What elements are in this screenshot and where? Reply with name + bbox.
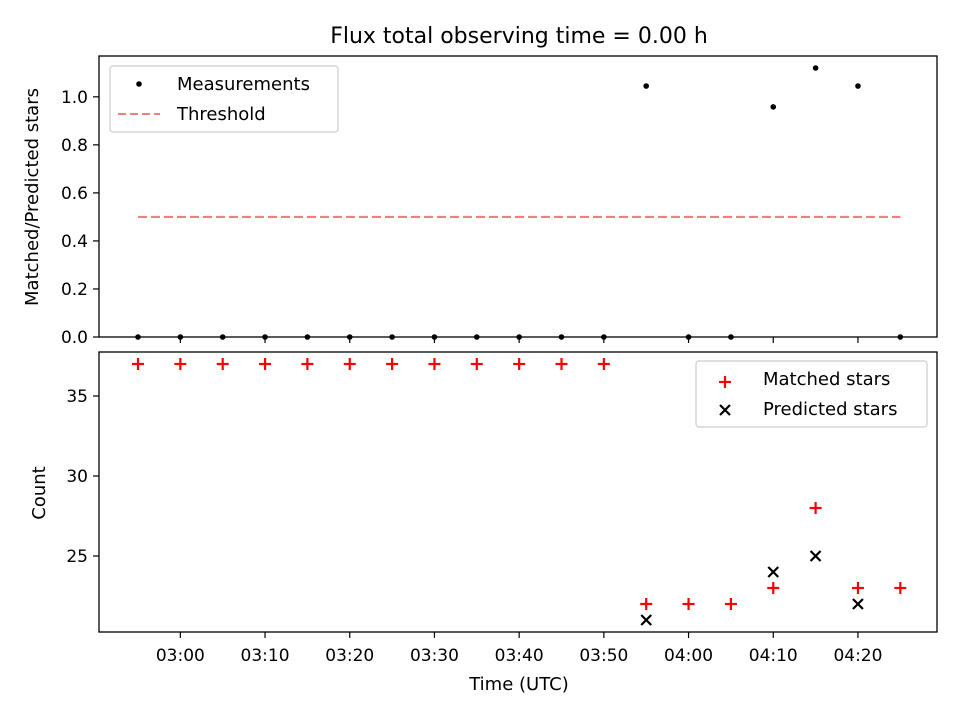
bottom-plot-area: 25 30 35 03:00 03:10 03:20 03:30 03:40 03:50 04:0… [66,358,907,666]
top-legend: Measurements Threshold [109,65,339,133]
measurement-point [770,104,777,110]
bottom-legend: Matched stars Predicted stars [695,360,928,428]
matched-star-point [470,358,483,370]
top-y-axis-label: Matched/Predicted stars [22,88,43,306]
predicted-star-point [809,550,822,562]
matched-star-point [513,358,526,370]
matched-star-point [724,598,737,610]
matched-star-point [555,358,568,370]
bottom-y-tick-label: 35 [66,387,88,407]
predicted-star-point [852,598,864,610]
bottom-y-axis-label: Count [29,466,50,519]
top-y-tick-label: 1.0 [61,88,88,108]
bottom-x-tick-label: 04:10 [749,646,798,666]
bottom-x-tick-label: 03:40 [495,646,544,666]
bottom-x-tick-label: 03:00 [156,646,205,666]
legend-label-measurements: Measurements [177,74,310,95]
matched-star-point [597,358,610,370]
matched-star-point [640,598,653,610]
bottom-y-tick-label: 30 [66,467,88,487]
matched-star-point [174,358,187,370]
legend-label-matched-stars: Matched stars [763,369,890,390]
top-plot-area: 0.0 0.2 0.4 0.6 0.8 1.0 [61,65,904,348]
legend-label-threshold: Threshold [176,104,266,125]
matched-star-point [216,358,229,370]
matched-star-point [343,358,356,370]
matched-star-point [428,358,441,370]
matched-star-point [809,502,822,514]
matched-star-point [301,358,314,370]
bottom-x-tick-label: 04:00 [664,646,713,666]
x-axis-label: Time (UTC) [468,674,569,695]
top-y-tick-label: 0.4 [61,232,88,252]
predicted-star-point [767,566,780,578]
bottom-x-tick-label: 03:50 [579,646,628,666]
bottom-x-tick-label: 03:20 [325,646,374,666]
legend-marker-matched-stars [719,376,731,388]
legend-marker-predicted-stars [719,404,731,416]
top-y-tick-label: 0.6 [61,184,88,204]
matched-star-point [894,582,907,594]
top-plot-frame [98,55,938,338]
matched-star-point [132,358,144,370]
predicted-star-stroke [640,614,652,626]
top-y-tick-label: 0.2 [61,280,88,300]
measurement-point [855,83,861,89]
bottom-x-tick-label: 03:10 [241,646,290,666]
matched-star-point [259,358,272,370]
legend-marker-measurements [136,81,142,87]
matched-star-point [682,598,695,610]
predicted-star-stroke [852,598,864,610]
bottom-x-tick-label: 04:20 [833,646,882,666]
top-y-tick-label: 0.8 [61,136,88,156]
matched-star-point [851,582,864,594]
matched-star-point [386,358,399,370]
predicted-star-stroke [767,566,780,578]
measurement-point [812,65,819,71]
chart-title: Flux total observing time = 0.00 h [330,24,708,49]
legend-label-predicted-stars: Predicted stars [763,399,897,420]
measurement-point [643,83,649,89]
bottom-y-tick-label: 25 [66,547,88,567]
matched-star-point [767,582,780,594]
predicted-star-stroke [809,550,822,562]
bottom-plot-frame [98,351,938,633]
predicted-star-point [640,614,652,626]
bottom-x-tick-label: 03:30 [410,646,459,666]
top-y-tick-label: 0.0 [61,328,88,348]
